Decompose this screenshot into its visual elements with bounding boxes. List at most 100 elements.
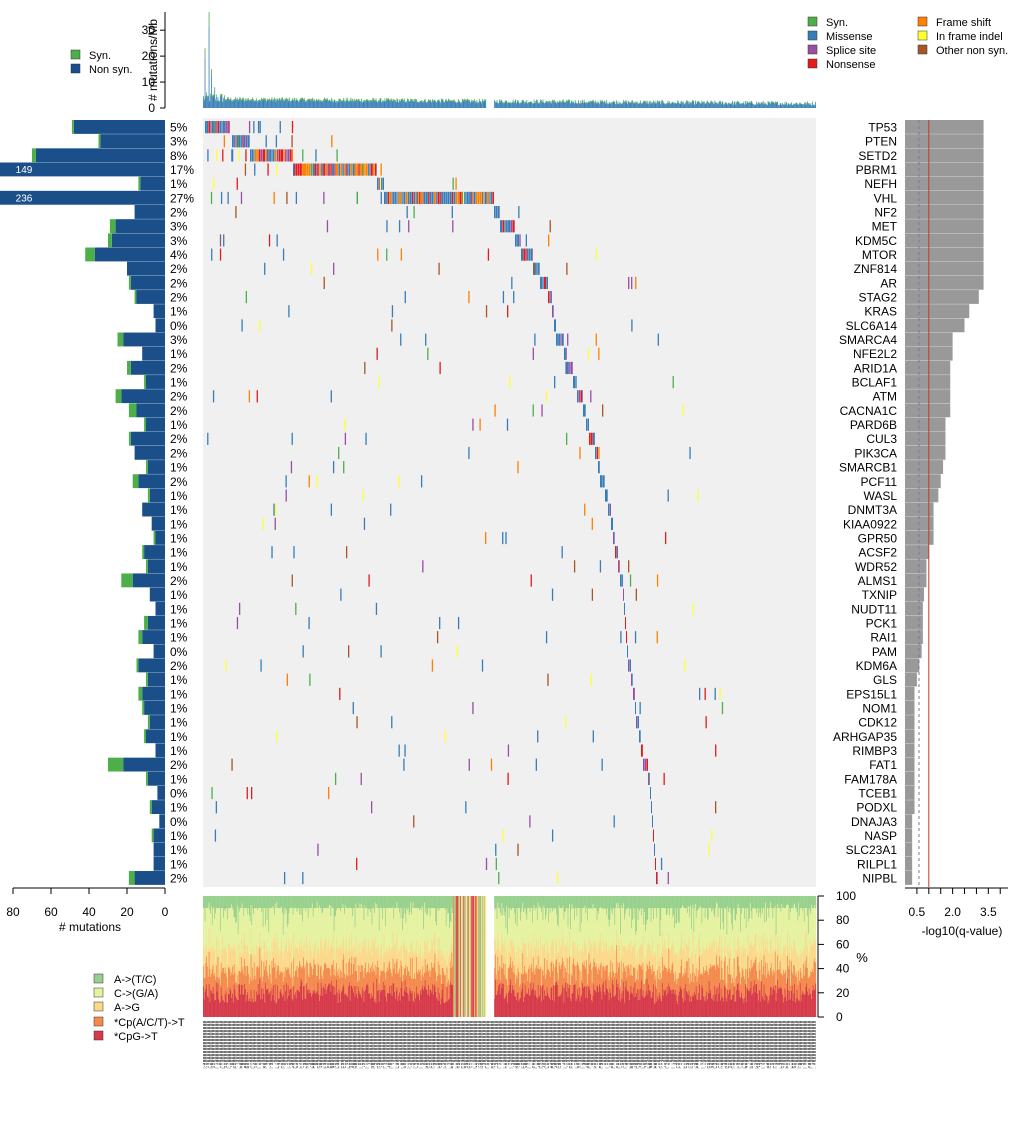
rate-bar-nonsyn <box>788 104 790 108</box>
spectrum-bar <box>326 896 328 909</box>
spectrum-bar <box>333 931 335 959</box>
mutation-mark <box>566 432 568 445</box>
spectrum-bar <box>534 995 536 1017</box>
spectrum-bar <box>273 914 275 941</box>
spectrum-bar <box>507 967 509 986</box>
rate-bar-nonsyn <box>339 100 341 108</box>
spectrum-bar <box>435 951 437 972</box>
rate-bar-nonsyn <box>632 101 633 108</box>
spectrum-bar <box>206 943 208 957</box>
spectrum-bar <box>281 940 283 972</box>
spectrum-bar <box>303 896 305 909</box>
rate-bar-syn <box>690 102 692 104</box>
spectrum-bar <box>592 904 594 946</box>
rate-bar-nonsyn <box>252 98 254 108</box>
gene-percent: 2% <box>170 361 188 375</box>
spectrum-bar <box>622 947 624 972</box>
rate-bar-nonsyn <box>703 102 705 108</box>
spectrum-bar <box>582 964 584 989</box>
rate-bar-syn <box>728 102 729 104</box>
spectrum-bar <box>295 948 297 970</box>
rate-bar-nonsyn <box>703 102 704 108</box>
spectrum-bar <box>357 998 359 1017</box>
rate-bar-syn <box>331 98 333 100</box>
spectrum-bar <box>248 962 250 984</box>
spectrum-bar <box>215 999 217 1017</box>
spectrum-bar <box>574 896 576 909</box>
rate-bar-nonsyn <box>242 99 244 108</box>
rate-bar-nonsyn <box>303 99 305 108</box>
spectrum-bar <box>263 940 265 962</box>
rate-bar-nonsyn <box>281 99 283 108</box>
mutation-mark <box>331 135 333 148</box>
rate-bar-syn <box>381 101 383 103</box>
mutation-mark <box>587 418 589 431</box>
mutation-mark <box>583 404 586 417</box>
spectrum-bar <box>251 925 253 956</box>
rate-bar-nonsyn <box>214 90 216 108</box>
spectrum-bar <box>554 967 556 986</box>
spectrum-bar <box>613 896 615 909</box>
rate-bar-syn <box>695 103 697 105</box>
rate-bar-nonsyn <box>745 104 747 108</box>
mutation-mark <box>579 446 581 460</box>
spectrum-bar <box>444 1002 446 1017</box>
spectrum-bar <box>433 896 435 909</box>
rate-bar-nonsyn <box>592 101 594 108</box>
gene-name: RIMBP3 <box>852 744 897 758</box>
rate-bar-syn <box>306 100 308 102</box>
qvalue-bar <box>905 545 929 559</box>
mutation-mark <box>334 163 336 176</box>
rate-bar-nonsyn <box>582 101 583 108</box>
spectrum-bar <box>413 1002 415 1017</box>
rate-bar-syn <box>742 103 744 104</box>
rate-bar-syn <box>272 100 274 102</box>
spectrum-bar <box>629 896 631 909</box>
rate-bar-syn <box>670 103 671 105</box>
spectrum-bar <box>471 896 473 1017</box>
spectrum-bar <box>348 982 350 1017</box>
spectrum-bar <box>214 918 216 951</box>
spectrum-bar <box>286 970 288 984</box>
rate-bar-nonsyn <box>301 99 303 108</box>
spectrum-bar <box>549 971 551 999</box>
rate-bar-nonsyn <box>229 100 231 108</box>
rate-bar-nonsyn <box>226 100 228 108</box>
rate-bar-nonsyn <box>240 99 241 108</box>
qvalue-bar <box>905 190 984 205</box>
qvalue-bar <box>905 828 913 843</box>
rate-bar-nonsyn <box>453 100 454 108</box>
spectrum-bar <box>519 920 521 964</box>
spectrum-bar <box>285 991 287 1017</box>
spectrum-bar <box>357 964 359 987</box>
spectrum-bar <box>353 943 355 958</box>
rate-bar-nonsyn <box>376 101 378 108</box>
rate-bar-nonsyn <box>603 102 604 108</box>
rate-bar-syn <box>708 102 710 104</box>
spectrum-bar <box>378 959 380 984</box>
rate-bar-syn <box>607 103 608 104</box>
spectrum-bar <box>259 932 261 948</box>
spectrum-bar <box>261 998 263 1017</box>
spectrum-bar <box>407 954 409 972</box>
rate-bar-nonsyn <box>802 104 804 108</box>
spectrum-bar <box>403 974 405 996</box>
spectrum-bar <box>248 983 250 999</box>
gene-bar-nonsyn <box>134 445 165 460</box>
spectrum-bar <box>265 908 267 947</box>
rate-bar-nonsyn <box>690 103 691 108</box>
spectrum-bar <box>599 941 601 971</box>
gene-bar-nonsyn <box>132 573 165 588</box>
spectrum-bar <box>229 987 231 1017</box>
mutation-mark <box>223 135 225 148</box>
gene-bar-nonsyn <box>151 516 165 531</box>
spectrum-bar <box>394 998 396 1017</box>
spectrum-bar <box>335 960 337 977</box>
rate-bar-syn <box>803 104 804 105</box>
mutation-mark <box>364 361 366 375</box>
spectrum-bar <box>636 951 638 970</box>
spectrum-bar <box>559 966 561 997</box>
spectrum-bar <box>560 969 562 995</box>
rate-bar-syn <box>358 99 360 101</box>
